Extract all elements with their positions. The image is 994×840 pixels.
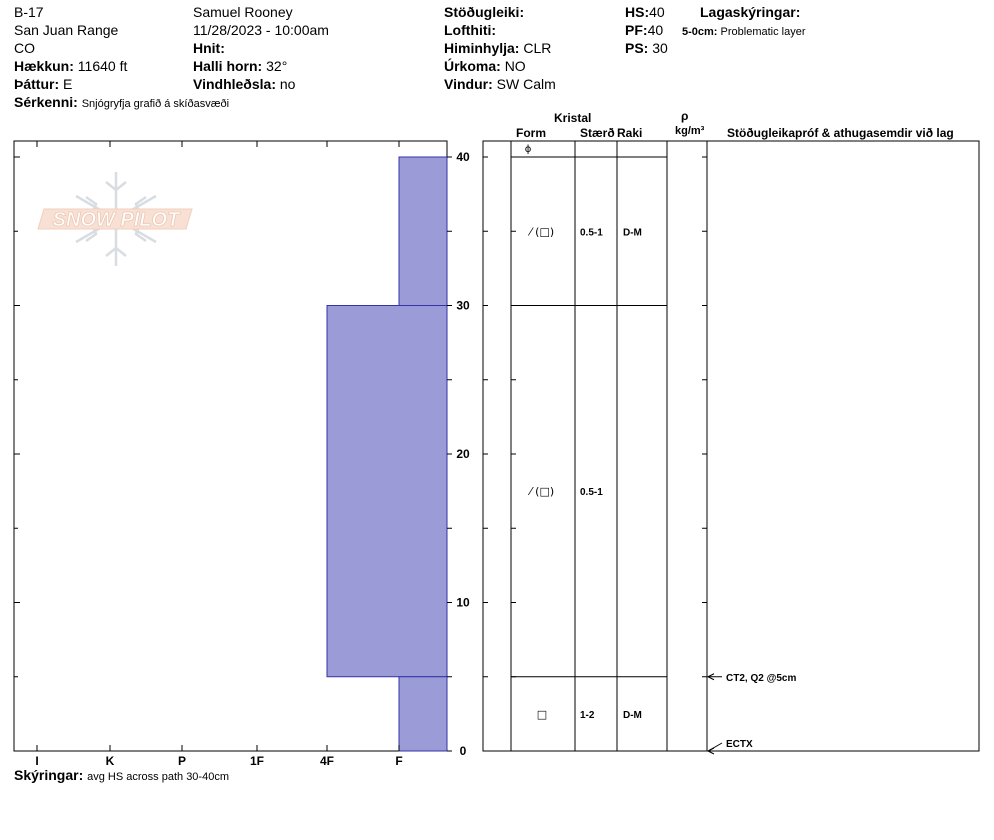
density-unit-header: kg/m³ [675, 125, 705, 137]
ps-label: PS: [625, 40, 649, 56]
layer-form: ⁄ (□) [527, 485, 554, 498]
crystal-header: Kristal [554, 111, 592, 125]
moisture-header: Raki [617, 126, 643, 140]
hardness-bar [326, 305, 448, 678]
features-value: Snjógryfja grafið á skíðasvæði [81, 98, 230, 110]
ps: PS: 30 [625, 40, 668, 56]
test-label: CT2, Q2 @5cm [726, 673, 796, 684]
hardness-bars [326, 156, 448, 752]
precipitation: Úrkoma: NO [444, 58, 526, 74]
layer-table-column-lines [510, 141, 708, 751]
wind-loading: Vindhleðsla: no [193, 76, 295, 92]
slope-label: Halli horn: [193, 58, 263, 74]
wind-loading-value: no [279, 76, 296, 92]
legend-item-key: 5-0cm: [682, 26, 718, 38]
layer-legend-title: Lagaskýringar: [700, 4, 801, 20]
hardness-bar [398, 156, 448, 306]
air-temp-label: Lofthiti: [444, 22, 497, 38]
comments-label: Skýringar: [14, 767, 84, 783]
features: Sérkenni: Snjógryfja grafið á skíðasvæði [14, 94, 229, 112]
depth-tick-label: 0 [460, 744, 467, 758]
sky-cover: Himinhylja: CLR [444, 40, 551, 56]
surface-form-symbol: ϕ [525, 144, 532, 155]
snowpilot-logo: SNOW PILOT [37, 172, 193, 266]
hardness-axis: I K P 1F 4F F [35, 141, 403, 768]
layer-table-rows: ϕ ⁄ (□) 0.5-1 D-M ⁄ (□) 0.5-1 □ 1-2 D-M [511, 144, 667, 721]
wind-value: SW Calm [496, 76, 556, 92]
elevation-label: Hækkun: [14, 58, 74, 74]
test-arrowhead [706, 673, 715, 681]
pit-id: B-17 [14, 4, 44, 20]
test-label: ECTX [726, 739, 753, 750]
hs-label: HS: [625, 4, 650, 20]
layer-size: 0.5-1 [580, 227, 603, 238]
stability-header: Stöðugleikapróf & athugasemdir við lag [727, 126, 954, 140]
rho-header: ρ [681, 109, 689, 123]
features-label: Sérkenni: [14, 94, 78, 110]
hardness-tick-label: I [35, 754, 38, 768]
layer-size: 0.5-1 [580, 487, 603, 498]
observation-datetime: 11/28/2023 - 10:00am [193, 22, 329, 38]
pf-value: 40 [647, 22, 664, 38]
layer-form: □ [537, 708, 547, 721]
depth-tick-label: 40 [456, 150, 470, 164]
pf: PF:40 [625, 22, 663, 38]
hs: HS:40 [625, 4, 665, 20]
coordinates-label: Hnit: [193, 40, 225, 56]
mountain-range: San Juan Range [14, 22, 119, 38]
depth-tick-label: 20 [456, 447, 470, 461]
layer-size: 1-2 [580, 710, 595, 721]
precip-value: NO [504, 58, 526, 74]
comments: Skýringar: avg HS across path 30-40cm [14, 767, 229, 785]
elevation-value: 11640 ft [77, 58, 128, 74]
wind-loading-label: Vindhleðsla: [193, 76, 276, 92]
size-header: Stærð [580, 126, 615, 140]
aspect-label: Þáttur: [14, 76, 60, 92]
hardness-tick-label: K [106, 754, 115, 768]
form-header: Form [516, 126, 546, 140]
stability-label: Stöðugleiki: [444, 4, 525, 20]
depth-tick-label: 10 [456, 596, 470, 610]
ps-value: 30 [652, 40, 668, 56]
hardness-tick-label: 4F [320, 754, 334, 768]
pf-label: PF: [625, 22, 648, 38]
hs-value: 40 [649, 4, 665, 20]
test-arrowhead [706, 747, 715, 755]
precip-label: Úrkoma: [444, 58, 501, 74]
layer-table-frame [482, 140, 980, 752]
layer-moisture: D-M [623, 227, 642, 238]
logo-text: SNOW PILOT [53, 209, 181, 231]
layer-form: ⁄ (□) [527, 225, 554, 238]
state: CO [14, 40, 35, 56]
elevation: Hækkun: 11640 ft [14, 58, 127, 74]
layer-moisture: D-M [623, 710, 642, 721]
layer-legend-item: 5-0cm: Problematic layer [682, 24, 806, 40]
comments-value: avg HS across path 30-40cm [87, 771, 229, 783]
legend-item-value: Problematic layer [720, 26, 806, 38]
observer: Samuel Rooney [193, 4, 293, 20]
hardness-tick-label: P [178, 754, 186, 768]
wind-label: Vindur: [444, 76, 493, 92]
depth-axis: 0 10 20 30 40 [14, 150, 707, 758]
hardness-bar [398, 676, 448, 752]
sky-value: CLR [523, 40, 552, 56]
hardness-tick-label: 1F [250, 754, 264, 768]
aspect-value: E [63, 76, 73, 92]
sky-label: Himinhylja: [444, 40, 520, 56]
stability-tests: CT2, Q2 @5cm ECTX [706, 673, 796, 755]
slope: Halli horn: 32° [193, 58, 287, 74]
slope-value: 32° [266, 58, 288, 74]
wind: Vindur: SW Calm [444, 76, 556, 92]
aspect: Þáttur: E [14, 76, 72, 92]
hardness-tick-label: F [395, 754, 402, 768]
depth-tick-label: 30 [456, 299, 470, 313]
